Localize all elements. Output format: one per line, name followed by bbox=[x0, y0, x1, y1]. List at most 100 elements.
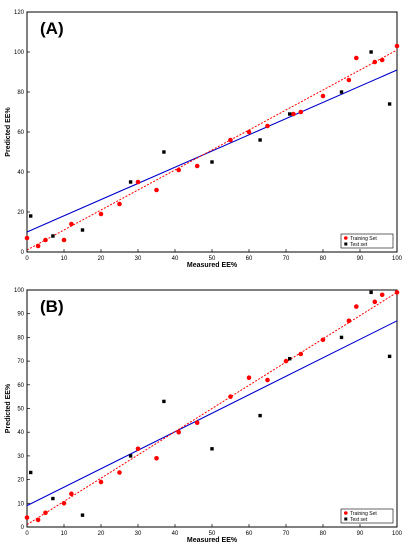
y-tick-label: 20 bbox=[17, 478, 24, 484]
training-set-point bbox=[176, 429, 181, 435]
test-set-point bbox=[258, 138, 262, 142]
training-set-point bbox=[98, 211, 104, 217]
test-set-point bbox=[369, 50, 373, 54]
x-tick-label: 10 bbox=[61, 256, 68, 262]
training-set-point bbox=[135, 446, 141, 452]
training-set-point bbox=[394, 290, 400, 295]
x-tick-label: 60 bbox=[246, 256, 253, 262]
y-tick-label: 60 bbox=[17, 383, 24, 389]
test-set-point bbox=[288, 357, 292, 361]
legend-training-marker bbox=[344, 236, 348, 240]
training-set-point bbox=[354, 304, 359, 309]
legend-box bbox=[340, 233, 394, 249]
legend-training-label: Training Set bbox=[350, 511, 377, 517]
test-set-point bbox=[29, 470, 33, 475]
training-set-point bbox=[346, 318, 352, 324]
test-set-point bbox=[369, 290, 373, 295]
regression-fit-line bbox=[26, 320, 398, 507]
x-tick-label: 40 bbox=[172, 531, 179, 537]
test-set-point bbox=[210, 160, 214, 164]
legend-test-marker bbox=[344, 517, 348, 521]
y-tick-label: 40 bbox=[17, 430, 24, 436]
x-axis-label: Measured EE% bbox=[187, 262, 238, 269]
y-tick-label: 100 bbox=[14, 288, 25, 294]
panel-label: (A) bbox=[40, 19, 64, 38]
training-set-point bbox=[43, 510, 48, 516]
y-axis-label: Predicted EE% bbox=[5, 107, 12, 157]
training-set-point bbox=[379, 292, 385, 298]
x-tick-label: 10 bbox=[61, 531, 68, 537]
training-set-point bbox=[228, 137, 233, 143]
x-tick-label: 70 bbox=[283, 256, 290, 262]
legend-test-marker bbox=[344, 242, 348, 246]
training-set-point bbox=[354, 55, 359, 61]
y-tick-label: 40 bbox=[17, 170, 24, 176]
legend-training-marker bbox=[344, 511, 348, 515]
x-tick-label: 80 bbox=[320, 531, 327, 537]
panel-b: 0 10 20 30 40 50 60 70 80 90 100 0 10 20 30 40 50 60 70 80 9… bbox=[5, 288, 403, 544]
y-tick-label: 80 bbox=[17, 90, 24, 96]
test-set-point bbox=[339, 90, 344, 94]
training-set-point bbox=[372, 299, 378, 305]
test-set-point bbox=[29, 214, 33, 218]
y-tick-label: 10 bbox=[17, 501, 24, 507]
x-tick-label: 20 bbox=[98, 531, 105, 537]
x-tick-label: 20 bbox=[98, 256, 105, 262]
test-set-point bbox=[258, 413, 262, 418]
test-set-point bbox=[128, 180, 133, 184]
x-tick-label: 50 bbox=[209, 256, 216, 262]
x-tick-label: 80 bbox=[320, 256, 327, 262]
training-set-point bbox=[246, 129, 252, 135]
training-set-point bbox=[346, 77, 352, 83]
test-set-point bbox=[387, 102, 392, 106]
y-tick-label: 100 bbox=[14, 50, 25, 56]
test-set-point bbox=[162, 399, 166, 404]
training-fit-line bbox=[26, 291, 398, 526]
x-tick-label: 30 bbox=[135, 256, 142, 262]
training-set-point bbox=[135, 179, 141, 185]
x-tick-label: 50 bbox=[209, 531, 216, 537]
x-tick-label: 90 bbox=[357, 531, 364, 537]
training-set-point bbox=[265, 377, 270, 383]
training-set-point bbox=[43, 237, 48, 243]
y-tick-label: 70 bbox=[17, 359, 24, 365]
training-set-point bbox=[291, 111, 296, 117]
test-set-point bbox=[339, 335, 344, 340]
test-set-point bbox=[80, 228, 85, 232]
training-fit-line bbox=[26, 49, 398, 251]
training-set-point bbox=[372, 59, 378, 65]
training-set-point bbox=[24, 235, 30, 241]
test-set-point bbox=[51, 496, 55, 501]
training-set-point bbox=[320, 93, 326, 99]
x-tick-label: 70 bbox=[283, 531, 290, 537]
panel-a: 0 10 20 30 40 50 60 70 80 90 100 0 20 40 60 80 100 120 Mea… bbox=[5, 10, 403, 269]
training-set-point bbox=[24, 515, 30, 520]
training-set-point bbox=[176, 167, 181, 173]
training-set-point bbox=[69, 491, 74, 497]
training-set-point bbox=[61, 501, 67, 506]
test-set-point bbox=[387, 354, 392, 359]
x-tick-label: 0 bbox=[25, 531, 29, 537]
y-axis-label: Predicted EE% bbox=[5, 383, 12, 433]
legend-training-label: Training Set bbox=[350, 236, 377, 242]
training-set-point bbox=[298, 109, 304, 115]
training-set-point bbox=[35, 243, 41, 249]
y-tick-label: 50 bbox=[17, 407, 24, 413]
x-tick-label: 100 bbox=[392, 256, 403, 262]
y-tick-label: 0 bbox=[21, 250, 25, 256]
y-tick-label: 120 bbox=[14, 10, 25, 16]
x-tick-label: 0 bbox=[25, 256, 29, 262]
training-set-point bbox=[265, 123, 270, 129]
plot-frame bbox=[26, 11, 398, 253]
y-tick-label: 0 bbox=[21, 525, 25, 531]
test-set-point bbox=[80, 513, 85, 517]
y-tick-label: 20 bbox=[17, 210, 24, 216]
y-tick-label: 60 bbox=[17, 130, 24, 136]
training-set-point bbox=[117, 201, 122, 207]
training-set-point bbox=[298, 351, 304, 357]
y-tick-label: 30 bbox=[17, 454, 24, 460]
training-set-point bbox=[228, 394, 233, 399]
legend-test-label: Test set bbox=[350, 517, 368, 523]
test-set-point bbox=[162, 150, 166, 154]
